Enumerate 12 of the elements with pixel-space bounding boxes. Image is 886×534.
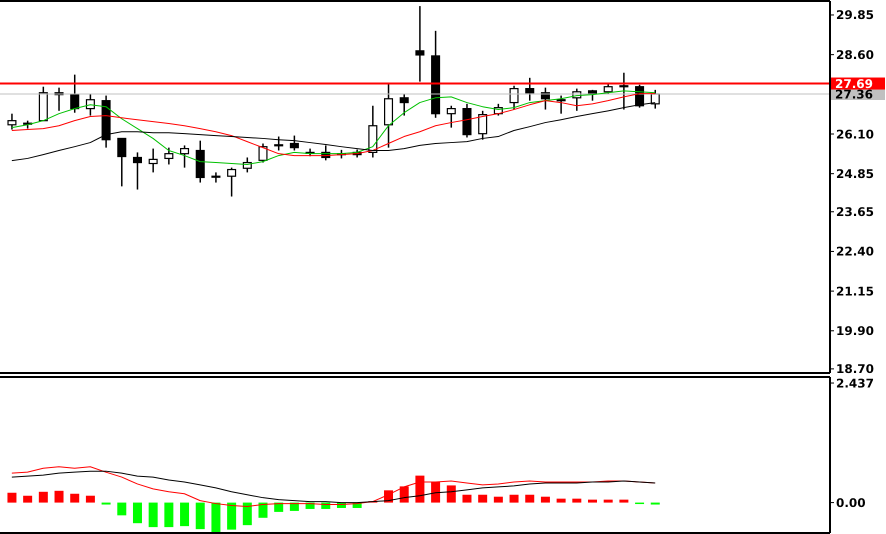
y-tick-label: 19.90 bbox=[836, 324, 874, 338]
y-tick-label: 24.85 bbox=[836, 166, 874, 181]
y-tick-label: 22.40 bbox=[836, 244, 874, 259]
ref-line-label: 27.36 bbox=[835, 88, 873, 102]
y-tick-label: 18.70 bbox=[836, 362, 874, 376]
y-tick-label: 29.85 bbox=[836, 8, 874, 22]
y-tick-label: 26.10 bbox=[836, 127, 874, 142]
y-tick-label: 21.15 bbox=[836, 284, 874, 298]
y-tick-label: 28.60 bbox=[836, 48, 874, 62]
y-tick-label: 2.437 bbox=[836, 376, 874, 390]
y-tick-label: 0.00 bbox=[836, 496, 866, 510]
y-tick-label: 23.65 bbox=[836, 205, 874, 220]
